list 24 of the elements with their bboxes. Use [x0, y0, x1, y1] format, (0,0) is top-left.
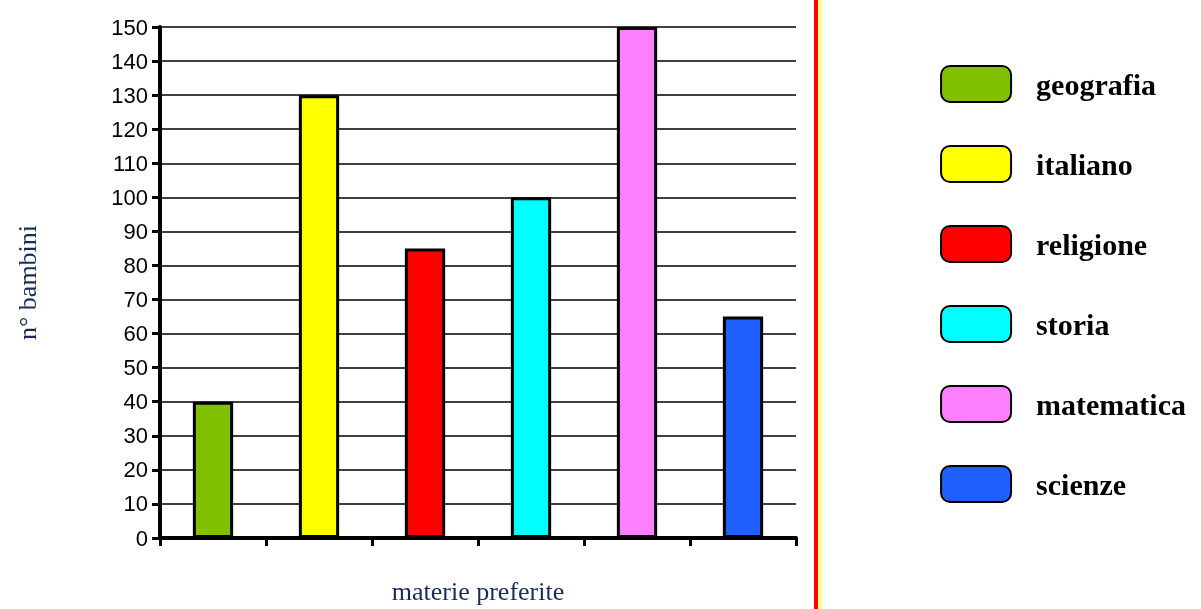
y-tick-label: 30	[123, 423, 148, 449]
y-tick-label: 140	[111, 48, 148, 74]
legend-label: geografia	[1036, 67, 1157, 101]
x-axis-title: materie preferite	[391, 576, 565, 606]
y-tick-label: 110	[112, 150, 148, 176]
y-tick-label: 70	[123, 287, 148, 313]
y-tick-label: 100	[111, 184, 148, 210]
y-tick-label: 130	[111, 82, 148, 108]
y-tick-label: 150	[111, 14, 148, 40]
legend-label: storia	[1036, 307, 1110, 341]
legend-label: italiano	[1036, 147, 1133, 181]
y-tick-label: 80	[123, 252, 148, 278]
y-tick-label: 50	[123, 355, 148, 381]
y-tick-label: 10	[123, 491, 148, 517]
y-tick-label: 60	[123, 321, 148, 347]
y-tick-label: 120	[111, 116, 148, 142]
legend-label: matematica	[1036, 387, 1187, 421]
legend-label: religione	[1036, 227, 1148, 261]
y-tick-label: 40	[123, 389, 148, 415]
y-tick-label: 20	[123, 457, 148, 483]
legend-label: scienze	[1036, 467, 1127, 501]
y-tick-label: 90	[123, 218, 148, 244]
y-axis-title: n° bambini	[12, 224, 42, 341]
y-tick-label: 0	[135, 525, 148, 551]
